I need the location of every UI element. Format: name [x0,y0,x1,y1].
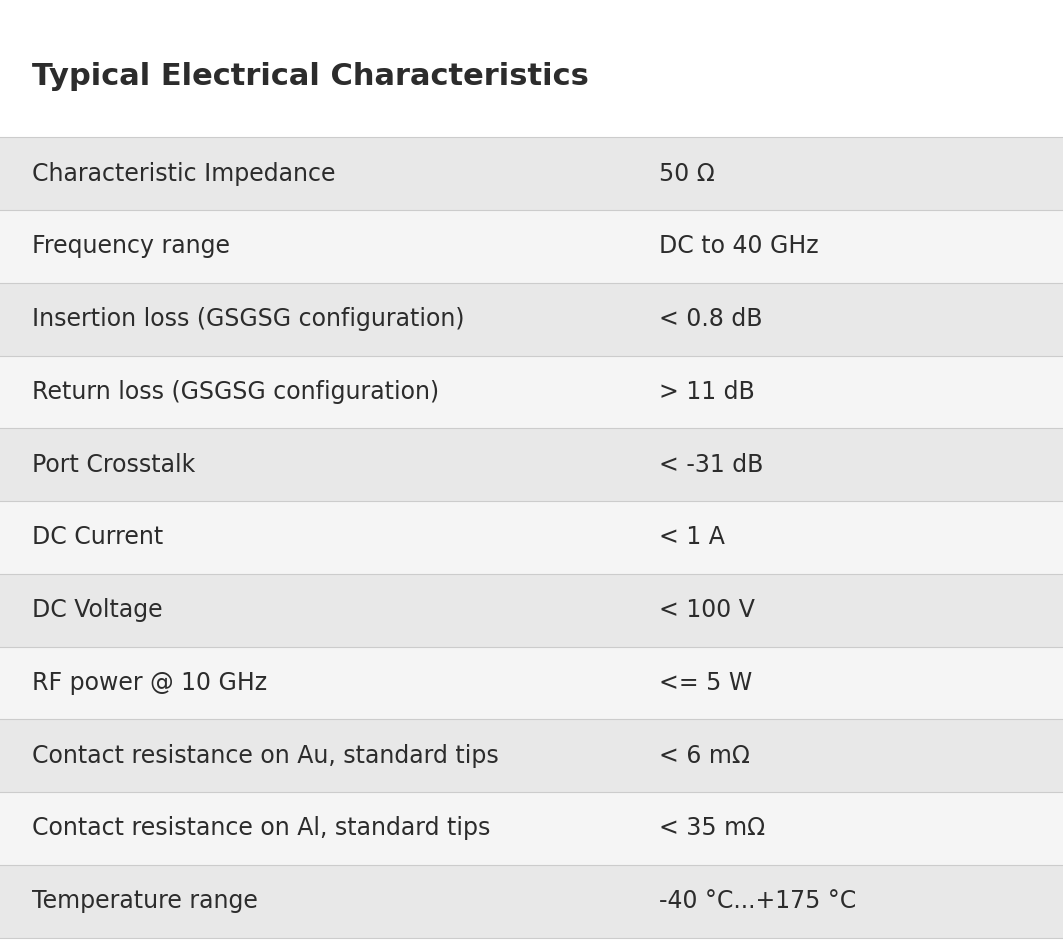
Bar [0,210,1063,283]
Text: < 1 A: < 1 A [659,526,725,549]
Bar [0,428,1063,501]
Text: DC Voltage: DC Voltage [32,599,163,622]
Bar [0,501,1063,574]
Text: < -31 dB: < -31 dB [659,453,763,476]
Text: Characteristic Impedance: Characteristic Impedance [32,162,336,186]
Text: Contact resistance on Au, standard tips: Contact resistance on Au, standard tips [32,743,499,768]
Text: RF power @ 10 GHz: RF power @ 10 GHz [32,670,267,695]
Text: Insertion loss (GSGSG configuration): Insertion loss (GSGSG configuration) [32,307,465,331]
Text: < 100 V: < 100 V [659,599,755,622]
Text: > 11 dB: > 11 dB [659,380,755,404]
Bar [0,865,1063,938]
Text: < 0.8 dB: < 0.8 dB [659,307,762,331]
Bar [0,574,1063,647]
Text: Contact resistance on Al, standard tips: Contact resistance on Al, standard tips [32,816,490,840]
Text: Port Crosstalk: Port Crosstalk [32,453,196,476]
Text: <= 5 W: <= 5 W [659,670,753,695]
Text: Typical Electrical Characteristics: Typical Electrical Characteristics [32,62,589,91]
Text: Frequency range: Frequency range [32,235,230,259]
Text: < 6 mΩ: < 6 mΩ [659,743,749,768]
Text: DC to 40 GHz: DC to 40 GHz [659,235,819,259]
Bar [0,283,1063,355]
Bar [0,137,1063,210]
Text: Temperature range: Temperature range [32,889,257,913]
Text: < 35 mΩ: < 35 mΩ [659,816,765,840]
Text: DC Current: DC Current [32,526,163,549]
Text: Return loss (GSGSG configuration): Return loss (GSGSG configuration) [32,380,439,404]
Bar [0,720,1063,792]
Bar [0,355,1063,428]
Bar [0,647,1063,720]
Text: -40 °C...+175 °C: -40 °C...+175 °C [659,889,857,913]
Bar [0,792,1063,865]
Text: 50 Ω: 50 Ω [659,162,714,186]
